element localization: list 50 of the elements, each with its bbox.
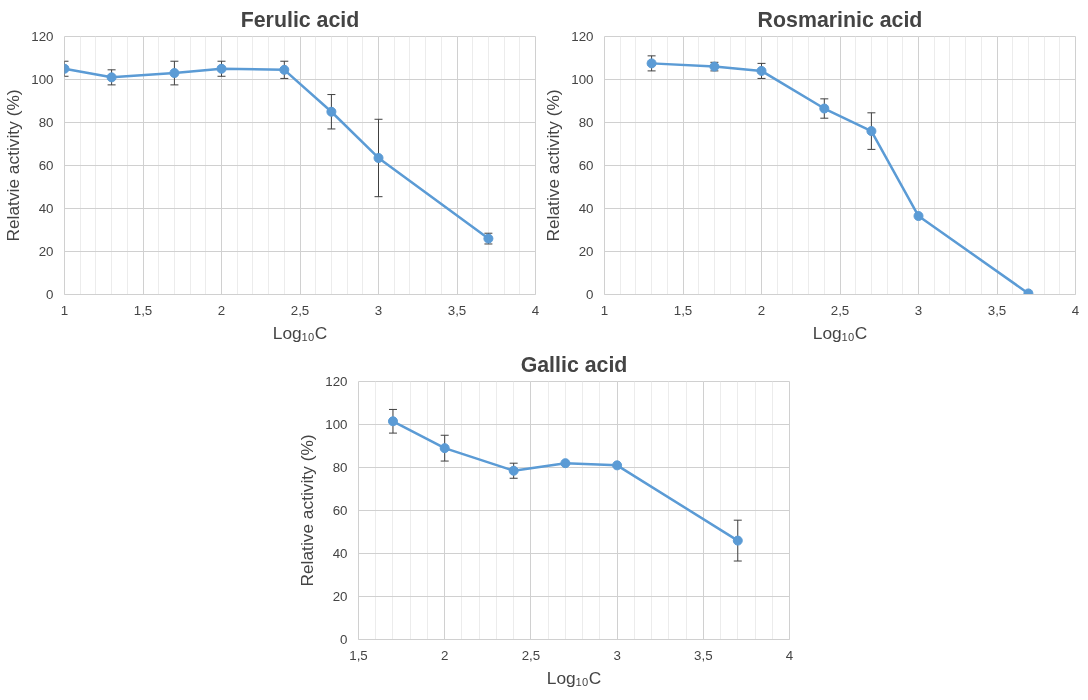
x-tick-label: 2: [440, 647, 449, 663]
y-tick-label: 20: [38, 244, 54, 259]
x-tick-label: 3,5: [694, 647, 713, 663]
x-tick-label: 2: [217, 302, 226, 318]
y-tick-label: 40: [38, 201, 54, 216]
x-axis-title: Log₁₀C: [546, 667, 602, 688]
y-tick-label: 60: [38, 158, 54, 173]
x-tick-label: 1: [600, 302, 609, 318]
y-axis-title: Relative activity (%): [543, 89, 564, 242]
x-axis-title: Log₁₀C: [812, 322, 868, 343]
x-tick-label: 3: [613, 647, 621, 663]
y-tick-label: 60: [578, 158, 594, 173]
x-tick-label: 4: [785, 647, 794, 663]
y-tick-label: 100: [31, 72, 54, 87]
chart-title: Gallic acid: [520, 352, 628, 377]
x-tick-label: 1,5: [673, 302, 693, 318]
y-tick-label: 100: [325, 417, 348, 432]
y-tick-label: 100: [571, 72, 594, 87]
chart-title: Rosmarinic acid: [757, 7, 923, 32]
y-tick-label: 20: [332, 589, 348, 604]
x-tick-label: 2,5: [290, 302, 310, 318]
x-tick-label: 3: [374, 302, 383, 318]
x-tick-label: 1,5: [349, 647, 368, 663]
x-tick-label: 2,5: [830, 302, 850, 318]
x-tick-label: 1,5: [133, 302, 153, 318]
y-tick-label: 80: [332, 460, 348, 475]
y-tick-label: 0: [586, 287, 594, 302]
y-tick-label: 120: [31, 29, 54, 44]
y-tick-label: 0: [340, 632, 348, 647]
chart-title: Ferulic acid: [240, 7, 360, 32]
y-axis-title: Relatvie activity (%): [3, 89, 24, 242]
x-tick-label: 4: [1071, 302, 1080, 318]
y-tick-label: 80: [578, 115, 594, 130]
x-axis-title: Log₁₀C: [272, 322, 328, 343]
y-tick-label: 80: [38, 115, 54, 130]
x-tick-label: 3: [914, 302, 923, 318]
x-tick-label: 3,5: [447, 302, 467, 318]
y-tick-label: 20: [578, 244, 594, 259]
y-axis-title: Relative activity (%): [297, 434, 318, 587]
x-tick-label: 3,5: [987, 302, 1007, 318]
y-tick-label: 60: [332, 503, 348, 518]
y-tick-label: 120: [325, 374, 348, 389]
y-tick-label: 40: [578, 201, 594, 216]
y-tick-label: 0: [46, 287, 54, 302]
y-tick-label: 40: [332, 546, 348, 561]
x-tick-label: 1: [60, 302, 69, 318]
x-tick-label: 2: [757, 302, 766, 318]
x-tick-label: 4: [531, 302, 540, 318]
y-tick-label: 120: [571, 29, 594, 44]
x-tick-label: 2,5: [521, 647, 541, 663]
